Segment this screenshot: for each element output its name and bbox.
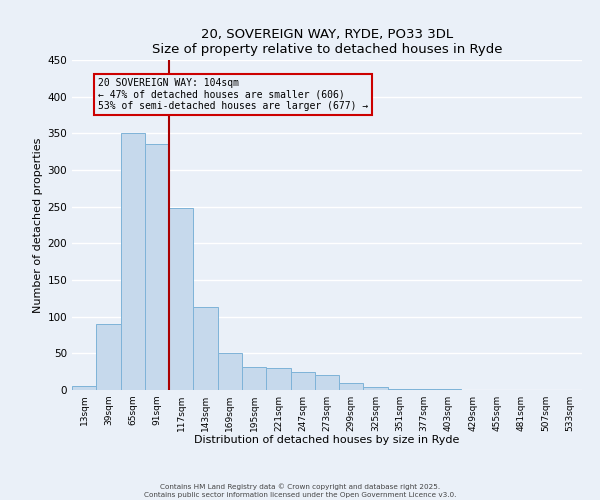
Bar	[315, 374, 339, 390]
Bar	[193, 307, 218, 390]
Bar	[72, 386, 96, 390]
X-axis label: Distribution of detached houses by size in Ryde: Distribution of detached houses by size …	[194, 436, 460, 446]
Bar	[96, 324, 121, 390]
Bar	[218, 354, 242, 390]
Text: Contains HM Land Registry data © Crown copyright and database right 2025.
Contai: Contains HM Land Registry data © Crown c…	[144, 484, 456, 498]
Bar	[266, 368, 290, 390]
Y-axis label: Number of detached properties: Number of detached properties	[33, 138, 43, 312]
Text: 20 SOVEREIGN WAY: 104sqm
← 47% of detached houses are smaller (606)
53% of semi-: 20 SOVEREIGN WAY: 104sqm ← 47% of detach…	[97, 78, 368, 112]
Bar	[169, 208, 193, 390]
Bar	[364, 387, 388, 390]
Bar	[242, 366, 266, 390]
Title: 20, SOVEREIGN WAY, RYDE, PO33 3DL
Size of property relative to detached houses i: 20, SOVEREIGN WAY, RYDE, PO33 3DL Size o…	[152, 28, 502, 56]
Bar	[145, 144, 169, 390]
Bar	[121, 134, 145, 390]
Bar	[290, 372, 315, 390]
Bar	[339, 384, 364, 390]
